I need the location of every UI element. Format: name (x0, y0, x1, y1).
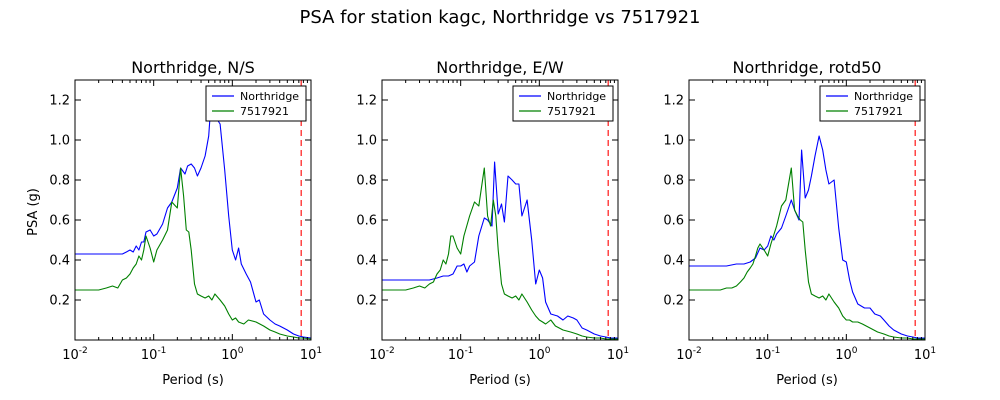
plot-frame (688, 79, 926, 341)
legend-label: 7517921 (547, 105, 596, 118)
x-tick-exponent: 0 (852, 346, 858, 356)
y-tick-label: 0.6 (49, 214, 70, 229)
x-tick-label: 10-2 (676, 346, 702, 363)
y-tick-label: 0.2 (663, 294, 684, 309)
y-tick-label: 0.8 (663, 174, 684, 189)
x-tick-exponent: 1 (623, 346, 629, 356)
x-axis-label: Period (s) (469, 373, 531, 388)
y-axis-label: PSA (g) (26, 188, 41, 236)
series-line-northridge (689, 135, 925, 339)
y-tick-label: 0.8 (49, 174, 70, 189)
x-tick-base: 10 (141, 348, 158, 363)
x-tick-exponent: -2 (386, 346, 395, 356)
x-tick-base: 10 (369, 348, 386, 363)
x-tick-label: 101 (607, 346, 629, 363)
x-tick-label: 10-1 (448, 346, 474, 363)
plot-frame (381, 79, 619, 341)
legend-label: 7517921 (854, 105, 903, 118)
y-tick-label: 1.0 (356, 134, 377, 149)
series-line-7517921 (75, 167, 311, 340)
series-line-northridge (75, 89, 311, 339)
y-tick-label: 0.6 (663, 214, 684, 229)
x-axis-label: Period (s) (776, 373, 838, 388)
panel-title: Northridge, E/W (436, 58, 564, 77)
panel-title: Northridge, N/S (131, 58, 255, 77)
legend-label: 7517921 (240, 105, 289, 118)
x-tick-base: 10 (300, 348, 317, 363)
y-tick-label: 0.2 (356, 294, 377, 309)
y-tick-label: 0.6 (356, 214, 377, 229)
y-tick-label: 1.2 (356, 94, 377, 109)
series-group (75, 89, 311, 340)
legend-box (512, 85, 614, 122)
x-axis-label: Period (s) (162, 373, 224, 388)
y-tick-label: 1.0 (49, 134, 70, 149)
x-tick-label: 100 (835, 346, 858, 363)
chart-panel: Northridge, E/W10-2 10-1 100 1010.20.40.60.… (356, 58, 629, 388)
x-tick-base: 10 (914, 348, 931, 363)
y-tick-label: 0.4 (356, 254, 377, 269)
legend-label: Northridge (854, 90, 913, 103)
y-tick-label: 1.0 (663, 134, 684, 149)
x-tick-label: 10-2 (62, 346, 88, 363)
panels: Northridge, N/S10-2 10-1 100 1010.20.40.60.… (49, 58, 936, 388)
x-tick-label: 10-1 (141, 346, 167, 363)
y-tick-label: 0.2 (49, 294, 70, 309)
x-tick-label: 100 (528, 346, 551, 363)
x-tick-base: 10 (221, 348, 238, 363)
x-tick-label: 101 (914, 346, 936, 363)
x-tick-label: 100 (221, 346, 244, 363)
x-tick-base: 10 (528, 348, 545, 363)
series-line-northridge (382, 161, 618, 339)
legend-label: Northridge (240, 90, 299, 103)
plot-frame (74, 79, 312, 341)
panel-title: Northridge, rotd50 (733, 58, 882, 77)
legend-label: Northridge (547, 90, 606, 103)
legend: Northridge 7517921 (205, 85, 307, 122)
x-tick-base: 10 (448, 348, 465, 363)
x-tick-exponent: 1 (316, 346, 322, 356)
x-tick-label: 10-1 (755, 346, 781, 363)
figure-suptitle: PSA for station kagc, Northridge vs 7517… (299, 7, 700, 28)
x-tick-base: 10 (62, 348, 79, 363)
y-tick-label: 0.8 (356, 174, 377, 189)
legend: Northridge 7517921 (512, 85, 614, 122)
series-line-7517921 (382, 167, 618, 340)
x-tick-base: 10 (607, 348, 624, 363)
x-tick-exponent: -1 (157, 346, 166, 356)
x-tick-label: 101 (300, 346, 322, 363)
x-tick-exponent: -2 (79, 346, 88, 356)
x-tick-label: 10-2 (369, 346, 395, 363)
x-tick-exponent: 0 (238, 346, 244, 356)
y-tick-label: 1.2 (49, 94, 70, 109)
x-tick-base: 10 (755, 348, 772, 363)
x-tick-exponent: 0 (545, 346, 551, 356)
y-tick-label: 0.4 (49, 254, 70, 269)
x-tick-exponent: -2 (693, 346, 702, 356)
x-tick-exponent: -1 (464, 346, 473, 356)
chart-panel: Northridge, N/S10-2 10-1 100 1010.20.40.60.… (49, 58, 322, 388)
series-line-7517921 (689, 167, 925, 340)
series-group (382, 161, 618, 340)
x-tick-exponent: 1 (930, 346, 936, 356)
x-tick-base: 10 (835, 348, 852, 363)
series-group (689, 135, 925, 340)
y-tick-label: 1.2 (663, 94, 684, 109)
y-tick-label: 0.4 (663, 254, 684, 269)
legend-box (819, 85, 921, 122)
legend-box (205, 85, 307, 122)
x-tick-base: 10 (676, 348, 693, 363)
x-tick-exponent: -1 (771, 346, 780, 356)
legend: Northridge 7517921 (819, 85, 921, 122)
